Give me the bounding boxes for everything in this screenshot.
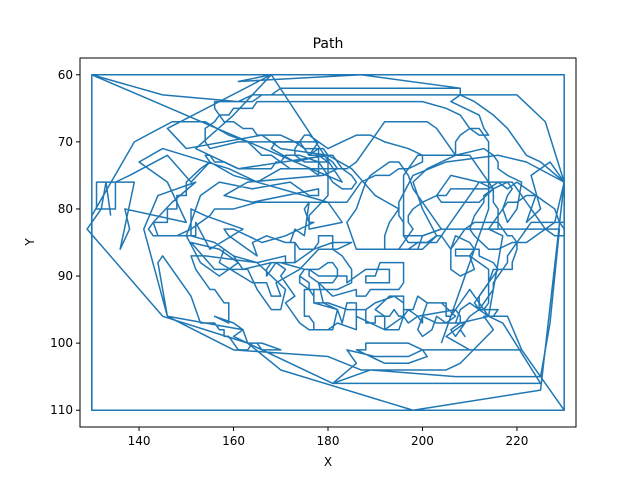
x-tick-label: 200 [411,434,434,448]
chart-title: Path [313,36,344,52]
plot-area [86,74,565,411]
y-tick-label: 70 [58,135,73,149]
x-axis-label: X [324,455,332,469]
axes-frame [79,57,577,428]
y-tick-label: 80 [58,202,73,216]
y-axis-label: Y [23,238,37,247]
y-tick-label: 100 [50,336,73,350]
y-tick-label: 110 [50,403,73,417]
y-tick-label: 60 [58,68,73,82]
path-line-2 [91,74,490,237]
x-tick-label: 180 [317,434,340,448]
x-tick-label: 220 [505,434,528,448]
path-line-1 [91,74,565,411]
x-tick-label: 160 [222,434,245,448]
x-axis: 140 160 180 200 220 [128,427,528,448]
path-line-5 [346,94,565,311]
y-axis: 60 70 80 90 100 110 [50,68,80,417]
x-tick-label: 140 [128,434,151,448]
path-line-6 [91,120,490,411]
y-tick-label: 90 [58,269,73,283]
path-line-4 [86,94,565,411]
